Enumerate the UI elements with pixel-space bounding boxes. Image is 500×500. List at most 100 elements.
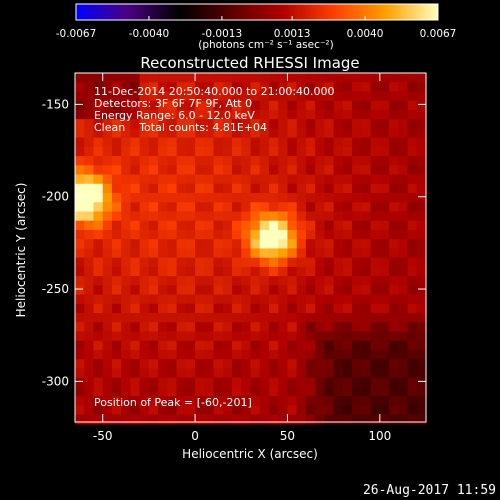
heatmap-cell xyxy=(315,359,325,370)
heatmap-cell xyxy=(84,91,95,102)
heatmap-cell xyxy=(352,239,362,250)
heatmap-cell xyxy=(130,386,141,397)
heatmap-cell xyxy=(130,313,141,323)
heatmap-cell xyxy=(176,82,187,93)
heatmap-cell xyxy=(361,248,372,259)
heatmap-cell xyxy=(389,128,399,139)
heatmap-cell xyxy=(268,128,279,139)
heatmap-cell xyxy=(287,377,298,388)
heatmap-cell xyxy=(222,266,233,277)
heatmap-cell xyxy=(93,368,104,379)
heatmap-cell xyxy=(305,276,316,286)
heatmap-cell xyxy=(93,285,104,296)
heatmap-cell xyxy=(148,340,159,351)
heatmap-cell xyxy=(204,239,215,250)
heatmap-cell xyxy=(121,405,132,416)
heatmap-cell xyxy=(333,82,344,93)
heatmap-cell xyxy=(296,146,307,157)
heatmap-cell xyxy=(139,396,150,406)
heatmap-cell xyxy=(139,146,150,157)
heatmap-cell xyxy=(111,313,122,323)
heatmap-cell xyxy=(213,359,224,370)
heatmap-cell xyxy=(315,229,325,240)
heatmap-cell xyxy=(84,128,95,139)
heatmap-cell xyxy=(287,386,298,397)
heatmap-cell xyxy=(398,359,409,370)
heatmap-cell xyxy=(370,183,381,194)
heatmap-cell xyxy=(148,359,159,370)
heatmap-cell xyxy=(241,91,252,102)
heatmap-cell xyxy=(352,396,362,406)
heatmap-cell xyxy=(139,248,150,259)
heatmap-cell xyxy=(268,248,279,259)
heatmap-cell xyxy=(333,285,344,296)
heatmap-cell xyxy=(305,146,316,157)
heatmap-cell xyxy=(148,313,159,323)
heatmap-cell xyxy=(213,349,224,360)
heatmap-cell xyxy=(352,276,362,286)
heatmap-cell xyxy=(259,285,270,296)
heatmap-cell xyxy=(176,359,187,370)
heatmap-cell xyxy=(232,202,242,213)
heatmap-cell xyxy=(167,294,178,305)
heatmap-cell xyxy=(324,303,335,314)
heatmap-cell xyxy=(75,359,85,370)
heatmap-cell xyxy=(315,109,325,120)
heatmap-cell xyxy=(278,220,289,231)
heatmap-cell xyxy=(342,331,353,342)
heatmap-cell xyxy=(167,396,178,406)
heatmap-cell xyxy=(352,73,362,83)
heatmap-cell xyxy=(185,73,196,83)
heatmap-cell xyxy=(93,119,104,129)
heatmap-cell xyxy=(93,202,104,213)
heatmap-cell xyxy=(148,266,159,277)
axes: -50 0 50 100 -150 -200 -250 -300 xyxy=(42,73,426,443)
heatmap-cell xyxy=(102,340,113,351)
heatmap-cell xyxy=(241,73,252,83)
heatmap-cell xyxy=(287,331,298,342)
heatmap-cell xyxy=(102,248,113,259)
heatmap-cell xyxy=(93,229,104,240)
heatmap-cell xyxy=(139,303,150,314)
heatmap-cell xyxy=(342,294,353,305)
heatmap-cell xyxy=(148,91,159,102)
heatmap-cell xyxy=(333,248,344,259)
heatmap-cell xyxy=(185,119,196,129)
heatmap-cell xyxy=(84,359,95,370)
heatmap-cell xyxy=(333,414,344,425)
heatmap-cell xyxy=(195,294,205,305)
heatmap-cell xyxy=(379,405,390,416)
heatmap-cell xyxy=(75,119,85,129)
heatmap-cell xyxy=(222,248,233,259)
heatmap-cell xyxy=(278,174,289,185)
heatmap-cell xyxy=(296,313,307,323)
heatmap-cell xyxy=(407,183,418,194)
x-axis-label: Heliocentric X (arcsec) xyxy=(182,447,318,461)
heatmap-cell xyxy=(268,220,279,231)
heatmap-cell xyxy=(121,156,132,166)
heatmap-cell xyxy=(259,211,270,222)
heatmap-cell xyxy=(75,276,85,286)
heatmap-cell xyxy=(204,183,215,194)
heatmap-cell xyxy=(232,146,242,157)
heatmap-cell xyxy=(407,202,418,213)
heatmap-cell xyxy=(259,109,270,120)
heatmap-cell xyxy=(259,156,270,166)
heatmap-cell xyxy=(333,303,344,314)
heatmap-cell xyxy=(130,359,141,370)
heatmap-cell xyxy=(389,294,399,305)
heatmap-cell xyxy=(296,349,307,360)
heatmap-cell xyxy=(398,405,409,416)
heatmap-cell xyxy=(222,183,233,194)
heatmap-cell xyxy=(278,100,289,111)
heatmap-cell xyxy=(213,331,224,342)
heatmap-cell xyxy=(352,100,362,111)
heatmap-cell xyxy=(315,340,325,351)
heatmap-cell xyxy=(139,109,150,120)
heatmap-cell xyxy=(75,137,85,148)
heatmap-cell xyxy=(389,73,399,83)
heatmap-cell xyxy=(121,146,132,157)
heatmap-cell xyxy=(148,211,159,222)
heatmap-cell xyxy=(398,137,409,148)
heatmap-cell xyxy=(222,414,233,425)
